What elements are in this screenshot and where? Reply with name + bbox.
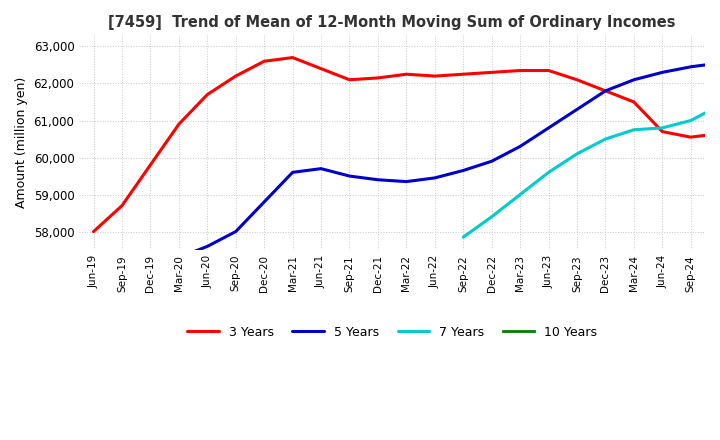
7 Years — [686, 118, 695, 123]
3 Years — [146, 162, 155, 168]
Line: 7 Years: 7 Years — [463, 96, 720, 237]
7 Years — [629, 127, 638, 132]
7 Years — [516, 192, 524, 197]
Line: 5 Years: 5 Years — [179, 58, 720, 257]
5 Years — [459, 168, 467, 173]
3 Years — [658, 129, 667, 134]
5 Years — [174, 255, 183, 260]
Y-axis label: Amount (million yen): Amount (million yen) — [15, 77, 28, 209]
3 Years — [487, 70, 496, 75]
5 Years — [715, 60, 720, 66]
5 Years — [345, 173, 354, 179]
3 Years — [374, 75, 382, 81]
5 Years — [572, 107, 581, 112]
3 Years — [544, 68, 553, 73]
3 Years — [629, 99, 638, 105]
5 Years — [288, 170, 297, 175]
3 Years — [260, 59, 269, 64]
3 Years — [715, 131, 720, 136]
7 Years — [572, 151, 581, 157]
3 Years — [174, 121, 183, 127]
3 Years — [459, 72, 467, 77]
5 Years — [260, 199, 269, 205]
3 Years — [431, 73, 439, 79]
5 Years — [431, 175, 439, 180]
5 Years — [629, 77, 638, 82]
3 Years — [231, 73, 240, 79]
3 Years — [203, 92, 212, 97]
5 Years — [658, 70, 667, 75]
7 Years — [544, 170, 553, 175]
5 Years — [516, 144, 524, 149]
3 Years — [402, 72, 410, 77]
3 Years — [89, 229, 98, 234]
3 Years — [288, 55, 297, 60]
Line: 3 Years: 3 Years — [94, 43, 720, 231]
5 Years — [203, 244, 212, 249]
3 Years — [572, 77, 581, 82]
5 Years — [317, 166, 325, 171]
3 Years — [117, 203, 126, 208]
5 Years — [374, 177, 382, 183]
7 Years — [487, 214, 496, 220]
3 Years — [317, 66, 325, 71]
5 Years — [402, 179, 410, 184]
7 Years — [459, 235, 467, 240]
7 Years — [658, 125, 667, 131]
5 Years — [231, 229, 240, 234]
3 Years — [601, 88, 610, 94]
7 Years — [601, 136, 610, 142]
5 Years — [544, 125, 553, 131]
3 Years — [345, 77, 354, 82]
3 Years — [686, 135, 695, 140]
Title: [7459]  Trend of Mean of 12-Month Moving Sum of Ordinary Incomes: [7459] Trend of Mean of 12-Month Moving … — [109, 15, 676, 30]
5 Years — [686, 64, 695, 70]
3 Years — [516, 68, 524, 73]
7 Years — [715, 103, 720, 108]
5 Years — [601, 88, 610, 94]
5 Years — [487, 158, 496, 164]
Legend: 3 Years, 5 Years, 7 Years, 10 Years: 3 Years, 5 Years, 7 Years, 10 Years — [182, 321, 602, 344]
